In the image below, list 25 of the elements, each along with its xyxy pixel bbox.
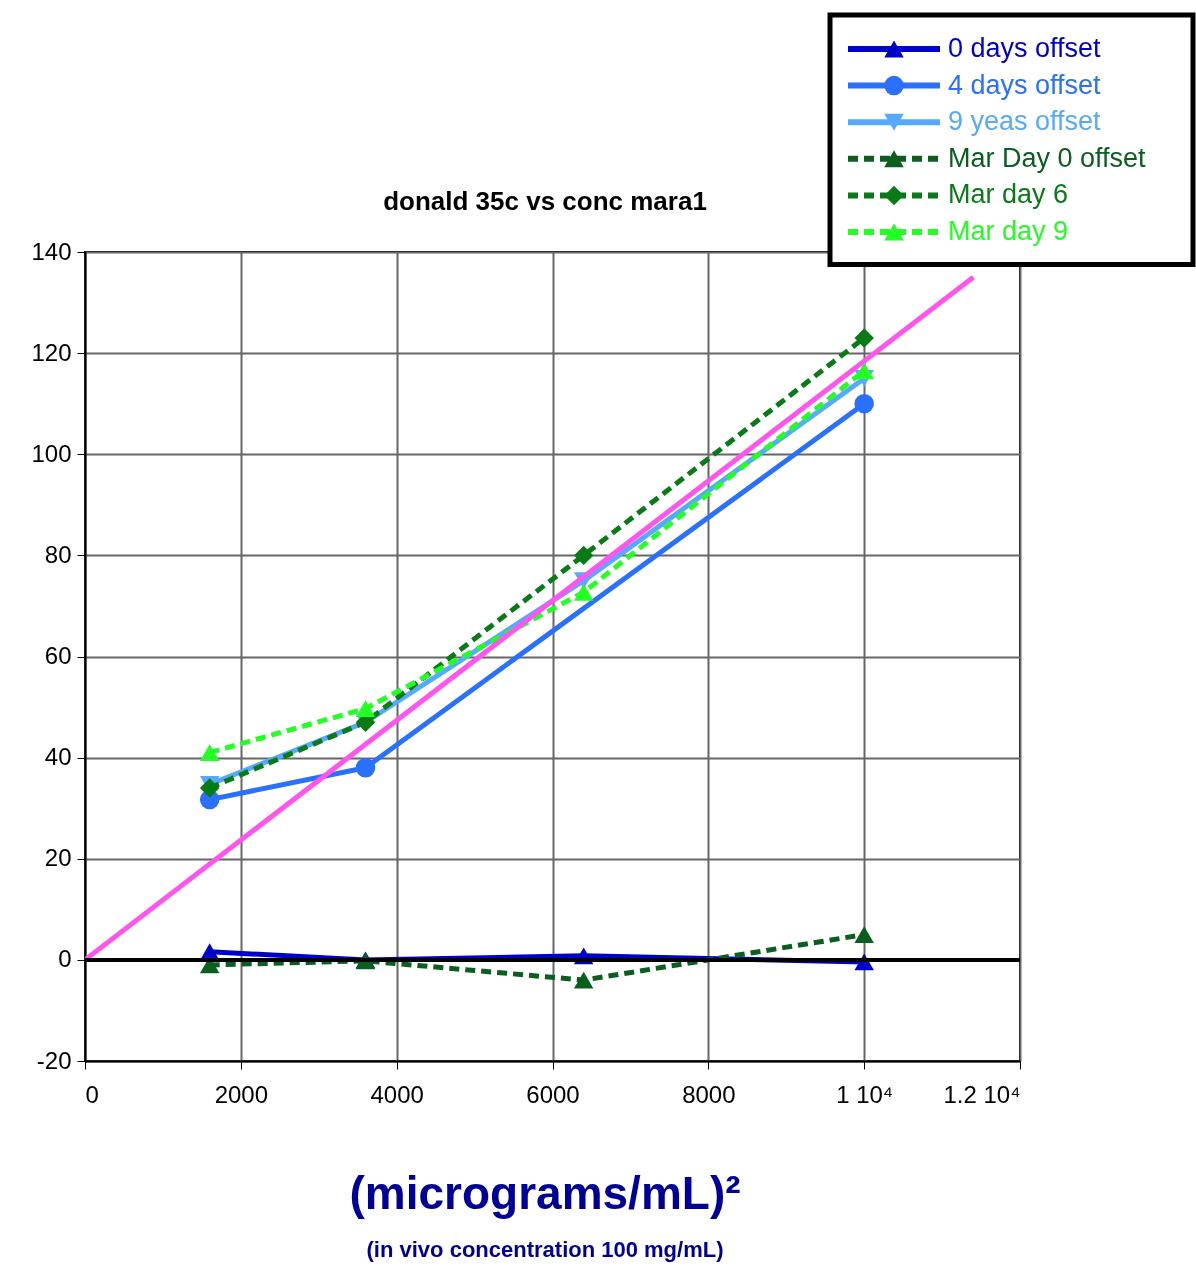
y-tick-label: 140 [31,237,72,265]
y-tick-label: 0 [58,945,72,973]
legend-label: Mar Day 0 offset [948,142,1147,173]
legend-label: 4 days offset [948,69,1102,100]
y-tick-label: 40 [44,743,72,771]
y-tick-label: -20 [36,1046,72,1074]
y-tick-label: 100 [31,439,72,467]
y-tick-label: 60 [44,642,72,669]
x-tick-label: 0 [85,1080,99,1108]
legend-label: Mar day 6 [948,179,1069,210]
x-tick-label: 8000 [682,1080,736,1108]
y-tick-label: 120 [31,338,72,366]
y-tick-label: 20 [44,844,72,872]
x-axis-title: (micrograms/mL)² [349,1167,741,1219]
legend-label: 9 yeas offset [948,106,1102,137]
x-tick-label: 1.2 10⁴ [943,1080,1021,1108]
x-tick-label: 1 10⁴ [836,1080,894,1108]
legend-label: Mar day 9 [948,216,1069,246]
x-tick-label: 6000 [526,1080,580,1108]
chart-title: donald 35c vs conc mara1 [383,186,707,216]
text: (in vivo concentration 100 mg/mL) [366,1237,724,1262]
y-tick-label: 80 [44,540,72,568]
x-tick-label: 4000 [370,1080,424,1108]
x-tick-label: 2000 [214,1080,269,1108]
legend-label: 0 days offset [948,33,1102,63]
